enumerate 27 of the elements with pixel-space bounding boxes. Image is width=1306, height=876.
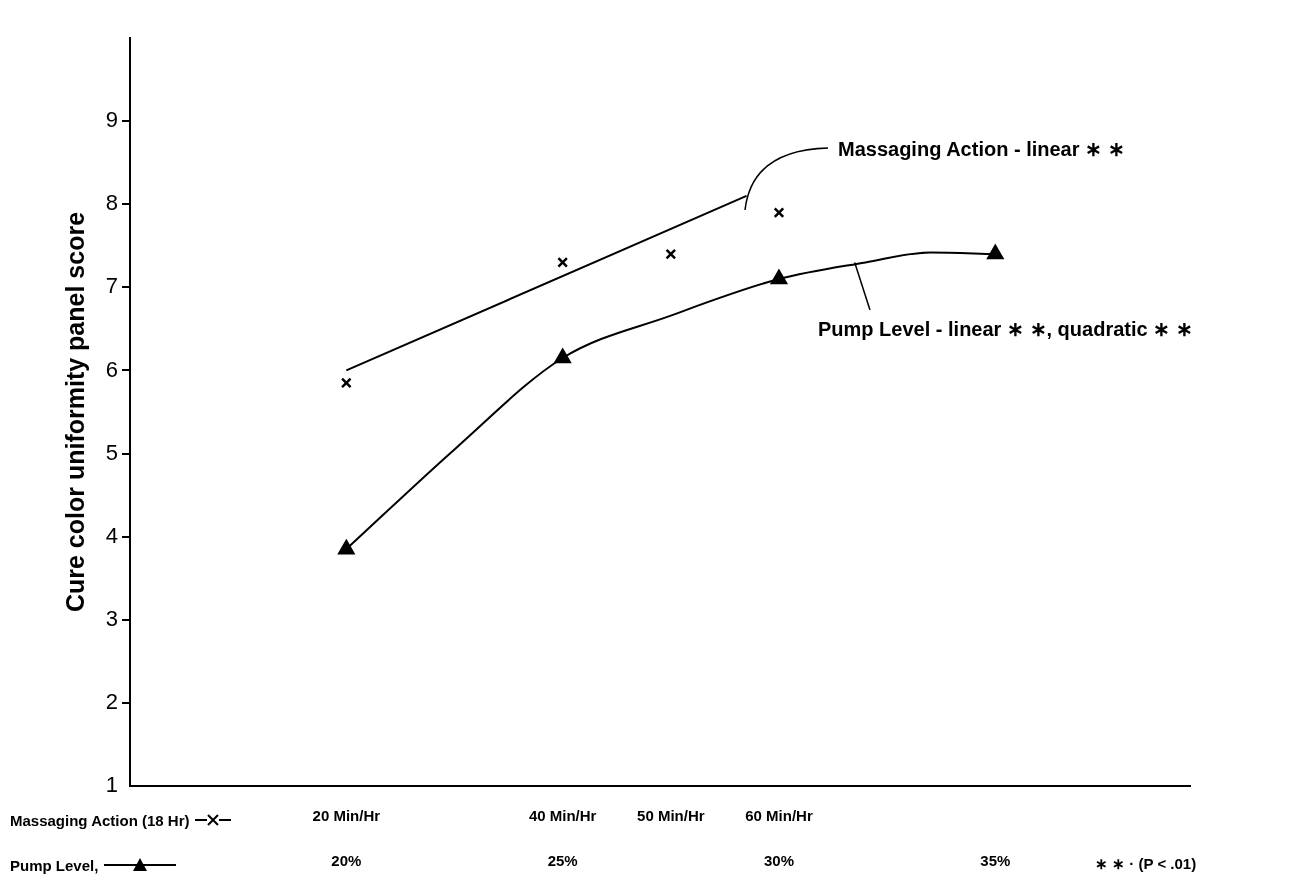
point bbox=[557, 256, 569, 268]
x-axis-title: Massaging Action (18 Hr) bbox=[10, 811, 190, 829]
y-tick-label: 4 bbox=[105, 522, 118, 548]
y-tick-label: 6 bbox=[105, 356, 118, 382]
y-tick-label: 8 bbox=[105, 190, 118, 216]
x-tick-label: 20 Min/Hr bbox=[312, 807, 381, 825]
x-tick-label: 60 Min/Hr bbox=[745, 807, 813, 825]
y-tick-label: 1 bbox=[105, 772, 118, 798]
point bbox=[773, 207, 785, 219]
point bbox=[665, 248, 677, 260]
x2-tick-label: 35% bbox=[980, 852, 1011, 870]
x-tick-label: 50 Min/Hr bbox=[637, 807, 705, 825]
x2-axis-title: Pump Level, bbox=[10, 856, 99, 874]
x2-tick-label: 20% bbox=[331, 852, 362, 870]
y-tick-label: 2 bbox=[105, 688, 118, 714]
y-tick-label: 9 bbox=[105, 107, 118, 133]
x-tick-label: 40 Min/Hr bbox=[528, 807, 597, 825]
y-tick-label: 7 bbox=[105, 273, 118, 299]
y-axis-title: Cure color uniformity panel score bbox=[60, 211, 89, 613]
text: ∗ ∗ · (P < .01) bbox=[1095, 855, 1197, 873]
y-tick-label: 5 bbox=[105, 439, 118, 465]
x2-tick-label: 30% bbox=[763, 852, 794, 870]
annotation: Massaging Action - linear ∗ ∗ bbox=[838, 137, 1125, 160]
annotation: Pump Level - linear ∗ ∗, quadratic ∗ ∗ bbox=[818, 317, 1193, 340]
x2-tick-label: 25% bbox=[547, 852, 578, 870]
point bbox=[340, 377, 352, 389]
y-tick-label: 3 bbox=[105, 605, 118, 631]
